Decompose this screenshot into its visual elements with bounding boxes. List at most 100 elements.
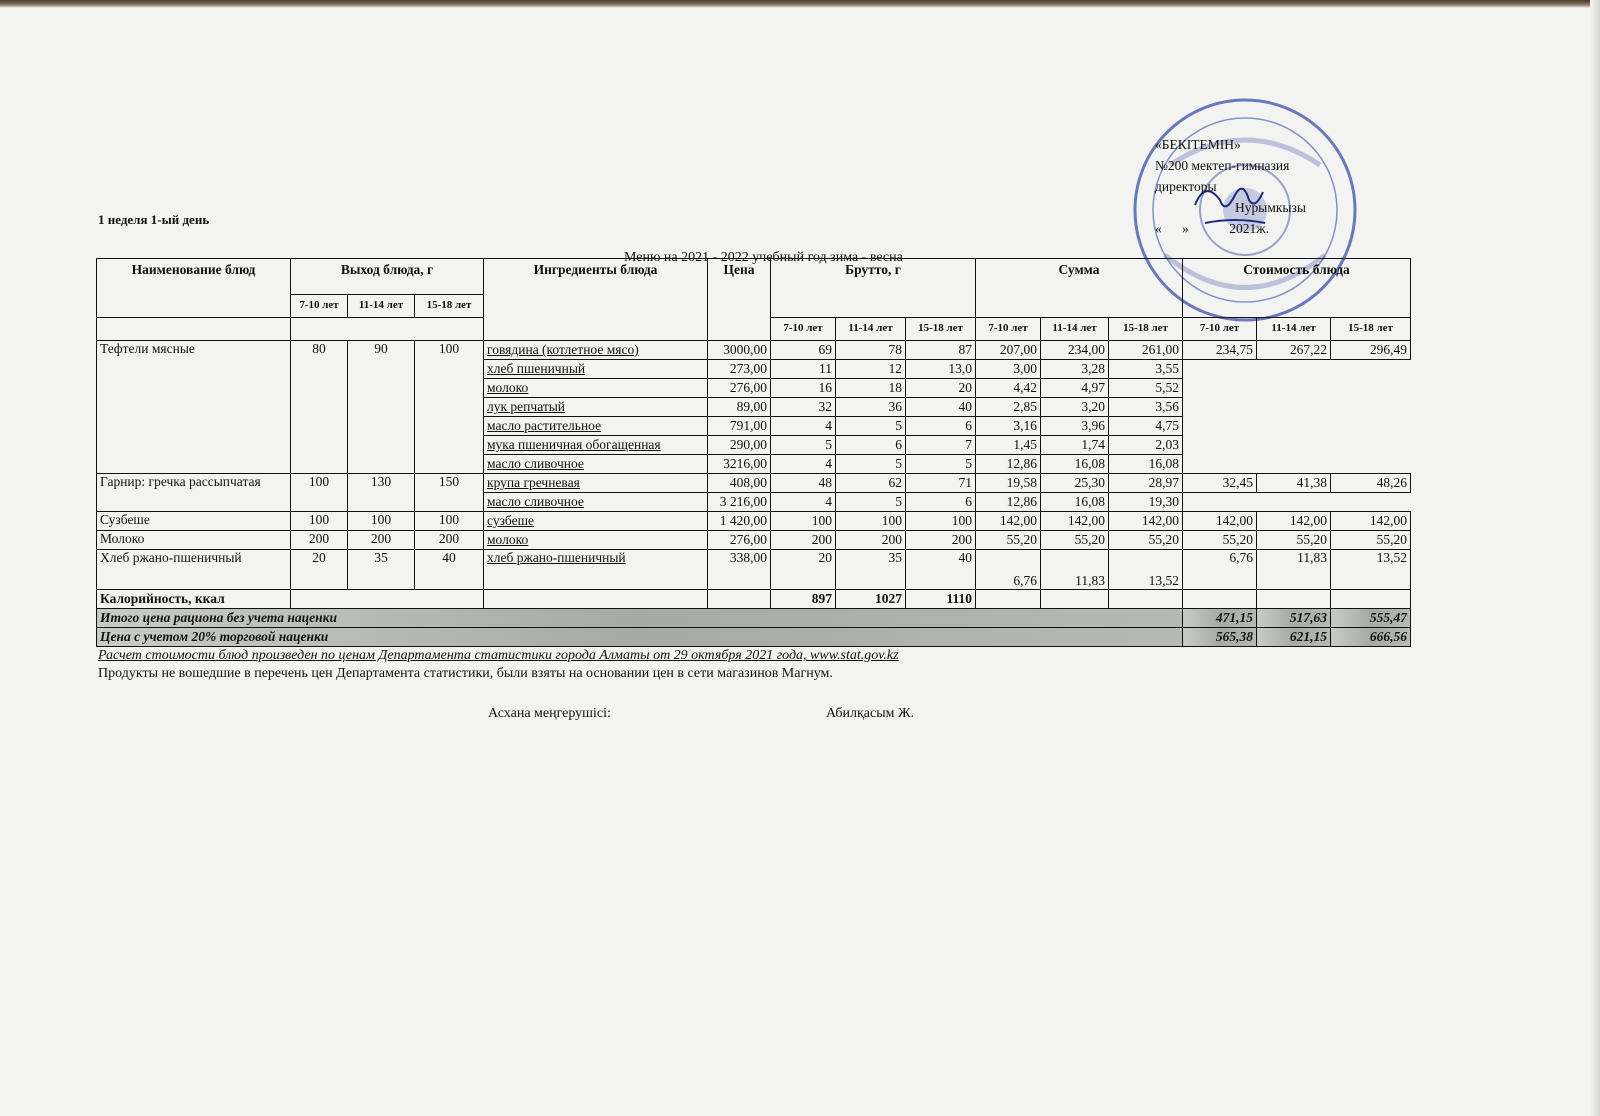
total-value: 517,63 <box>1256 608 1332 628</box>
ingredient-name: мука пшеничная обогащенная <box>483 435 709 455</box>
header-age: 7-10 лет <box>770 317 837 341</box>
empty-cell <box>1108 589 1184 609</box>
ingredient-sum: 3,00 <box>975 359 1042 379</box>
dish-cost: 13,52 <box>1330 549 1412 590</box>
ingredient-sum: 3,96 <box>1040 416 1110 436</box>
ingredient-sum: 1,74 <box>1040 435 1110 455</box>
approval-block: «БЕКІТЕМІН» №200 мектеп-гимназия директо… <box>1155 134 1306 239</box>
dish-cost: 11,83 <box>1256 549 1332 590</box>
empty-cell <box>707 589 772 609</box>
calories-value: 1027 <box>835 589 907 609</box>
ingredient-sum: 2,85 <box>975 397 1042 417</box>
ingredient-sum: 142,00 <box>975 511 1042 531</box>
day-title: 1 неделя 1-ый день <box>98 212 210 227</box>
header-name: Наименование блюд <box>96 258 291 318</box>
ingredient-brutto: 62 <box>835 473 907 493</box>
ingredient-brutto: 20 <box>770 549 837 590</box>
dish-yield: 100 <box>413 340 485 474</box>
dish-yield: 40 <box>413 549 485 590</box>
ingredient-sum: 12,86 <box>975 454 1042 474</box>
empty-cell <box>289 589 485 609</box>
ingredient-sum: 3,20 <box>1040 397 1110 417</box>
ingredient-price: 791,00 <box>707 416 772 436</box>
total-value: 666,56 <box>1330 627 1412 647</box>
ingredient-brutto: 5 <box>835 454 907 474</box>
ingredient-name: сузбеше <box>483 511 709 531</box>
ingredient-brutto: 48 <box>770 473 837 493</box>
ingredient-sum: 207,00 <box>975 340 1042 360</box>
ingredient-sum: 28,97 <box>1108 473 1184 493</box>
dish-name: Тефтели мясные <box>96 340 291 474</box>
ingredient-brutto: 5 <box>770 435 837 455</box>
total-row: Итого цена рациона без учета наценки 471,… <box>95 608 1412 628</box>
table-row: Сузбеше 100 100 100 сузбеше 1 420,00 100 100 100… <box>96 511 1412 531</box>
header-sum: Сумма <box>975 258 1184 318</box>
ingredient-price: 3 216,00 <box>707 492 772 512</box>
table-row: мука пшеничная обогащенная 290,00 5 6 7 1,45 1… <box>97 435 1411 455</box>
dish-cost: 267,22 <box>1256 340 1332 360</box>
ingredient-brutto: 5 <box>905 454 977 474</box>
ingredient-sum: 2,03 <box>1108 435 1184 455</box>
approval-line: директоры <box>1155 179 1217 194</box>
empty-cell <box>483 589 709 609</box>
ingredient-brutto: 20 <box>905 378 977 398</box>
header-age: 15-18 лет <box>1108 317 1184 341</box>
dish-cost: 41,38 <box>1256 473 1332 493</box>
ingredient-brutto: 16 <box>770 378 837 398</box>
dish-cost: 142,00 <box>1182 511 1258 531</box>
approval-line: Нурымкызы <box>1235 200 1306 215</box>
header-age: 11-14 лет <box>347 294 415 318</box>
calories-row: Калорийность, ккал 897 1027 1110 <box>96 589 1412 609</box>
ingredient-brutto: 200 <box>770 530 837 550</box>
ingredient-brutto: 40 <box>905 549 977 590</box>
total-value: 555,47 <box>1330 608 1412 628</box>
ingredient-name: крупа гречневая <box>483 473 709 493</box>
header-spacer <box>96 317 291 341</box>
calories-value: 897 <box>770 589 837 609</box>
ingredient-brutto: 71 <box>905 473 977 493</box>
ingredient-sum: 19,30 <box>1108 492 1184 512</box>
dish-cost: 234,75 <box>1182 340 1258 360</box>
ingredient-sum: 4,75 <box>1108 416 1184 436</box>
header-age: 15-18 лет <box>413 294 485 318</box>
ingredient-name: лук репчатый <box>483 397 709 417</box>
ingredient-sum: 19,58 <box>975 473 1042 493</box>
ingredient-name: говядина (котлетное мясо) <box>483 340 709 360</box>
dish-yield: 200 <box>413 530 485 550</box>
ingredient-brutto: 4 <box>770 454 837 474</box>
ingredient-price: 408,00 <box>707 473 772 493</box>
ingredient-brutto: 32 <box>770 397 837 417</box>
ingredient-name: хлеб пшеничный <box>483 359 709 379</box>
header-age: 15-18 лет <box>905 317 977 341</box>
dish-cost: 142,00 <box>1256 511 1332 531</box>
ingredient-price: 3216,00 <box>707 454 772 474</box>
ingredient-sum: 3,55 <box>1108 359 1184 379</box>
total-value: 565,38 <box>1182 627 1258 647</box>
ingredient-brutto: 40 <box>905 397 977 417</box>
ingredient-name: молоко <box>483 378 709 398</box>
ingredient-brutto: 6 <box>835 435 907 455</box>
ingredient-name: хлеб ржано-пшеничный <box>483 549 709 590</box>
empty-cell <box>1330 589 1412 609</box>
ingredient-brutto: 18 <box>835 378 907 398</box>
ingredient-price: 3000,00 <box>707 340 772 360</box>
header-spacer <box>289 317 485 341</box>
ingredient-sum: 11,83 <box>1040 549 1110 590</box>
ingredient-sum: 4,97 <box>1040 378 1110 398</box>
price-source-note: Расчет стоимости блюд произведен по цена… <box>98 648 899 663</box>
dish-yield: 100 <box>290 473 348 512</box>
header-age: 7-10 лет <box>290 294 348 318</box>
total-label: Цена с учетом 20% торговой наценки <box>95 627 1184 647</box>
ingredient-sum: 16,08 <box>1108 454 1184 474</box>
table-row: Тефтели мясные 80 90 100 говядина (котлетное… <box>96 340 1412 474</box>
ingredient-brutto: 200 <box>905 530 977 550</box>
ingredient-price: 290,00 <box>707 435 772 455</box>
ingredient-sum: 55,20 <box>975 530 1042 550</box>
ingredient-brutto: 100 <box>905 511 977 531</box>
dish-yield: 100 <box>290 511 348 531</box>
ingredient-sum: 142,00 <box>1108 511 1184 531</box>
dish-yield: 100 <box>413 511 485 531</box>
ingredient-sum: 3,28 <box>1040 359 1110 379</box>
menu-table: Наименование блюд Выход блюда, г Ингреди… <box>95 258 1412 647</box>
ingredient-brutto: 13,0 <box>905 359 977 379</box>
